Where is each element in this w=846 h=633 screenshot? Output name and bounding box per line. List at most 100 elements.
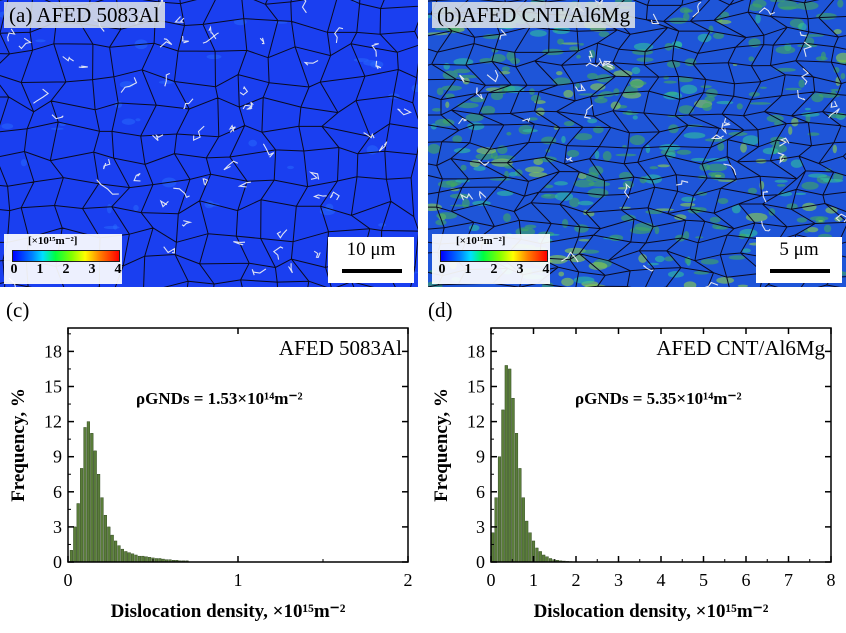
- map-speckle: [431, 107, 442, 112]
- colorbar-tick: 3: [516, 262, 524, 277]
- map-speckle: [684, 58, 697, 67]
- map-speckle: [674, 214, 687, 221]
- map-speckle: [452, 135, 463, 144]
- x-axis-label: Dislocation density, ×10¹⁵m⁻²: [534, 601, 769, 622]
- histogram-bar: [137, 555, 141, 563]
- colorbar-gradient: [12, 250, 120, 262]
- map-speckle: [622, 145, 627, 148]
- map-speckle: [700, 85, 712, 89]
- plot-frame: [490, 327, 832, 563]
- map-speckle: [796, 1, 819, 10]
- map-speckle: [645, 144, 651, 154]
- histogram-bar: [542, 554, 546, 563]
- map-speckle: [370, 60, 384, 69]
- map-speckle: [669, 17, 688, 24]
- map-speckle: [554, 191, 574, 201]
- histogram-bar: [124, 551, 128, 563]
- gnd-annotation: ρGNDs = 5.35×10¹⁴m⁻²: [575, 389, 742, 408]
- colorbar-unit: [×10¹⁵m⁻²]: [28, 235, 78, 247]
- y-axis-label: Frequency, %: [431, 388, 452, 502]
- map-speckle: [20, 159, 27, 167]
- map-speckle: [453, 68, 471, 74]
- map-speckle: [680, 84, 698, 95]
- map-speckle: [528, 172, 548, 178]
- map-speckle: [755, 13, 761, 24]
- map-speckle: [613, 70, 633, 77]
- y-tick-label: 9: [476, 447, 485, 467]
- map-speckle: [745, 212, 768, 222]
- x-tick-label: 5: [699, 570, 708, 590]
- map-speckle: [485, 87, 503, 92]
- map-speckle: [712, 32, 725, 40]
- map-speckle: [840, 72, 846, 80]
- histogram-bar: [127, 552, 131, 563]
- x-tick-label: 1: [529, 570, 538, 590]
- map-speckle: [577, 200, 594, 206]
- map-speckle: [578, 239, 591, 242]
- histogram-bar: [494, 497, 498, 563]
- map-speckle: [704, 95, 715, 103]
- map-speckle: [437, 180, 458, 188]
- y-tick-label: 3: [53, 517, 62, 537]
- map-speckle: [731, 204, 741, 214]
- map-speckle: [833, 67, 840, 74]
- x-tick-label: 2: [404, 570, 413, 590]
- map-speckle: [804, 107, 811, 111]
- map-speckle: [737, 284, 749, 287]
- map-speckle: [720, 11, 730, 19]
- map-speckle: [695, 236, 704, 239]
- histogram-bar: [107, 526, 111, 563]
- histogram-bar: [73, 526, 77, 563]
- histogram-bar: [141, 555, 145, 563]
- map-speckle: [503, 213, 511, 222]
- x-tick-label: 3: [614, 570, 623, 590]
- map-speckle: [133, 204, 139, 212]
- histogram-bar: [144, 556, 148, 563]
- map-speckle: [796, 217, 808, 223]
- x-tick-label: 0: [64, 570, 73, 590]
- histogram-bar: [511, 397, 515, 563]
- scale-bar: [770, 269, 830, 273]
- map-title: (a) AFED 5083Al: [4, 2, 165, 28]
- x-tick-label: 7: [784, 570, 793, 590]
- map-speckle: [473, 166, 486, 172]
- map-speckle: [561, 135, 566, 144]
- map-title: (b)AFED CNT/Al6Mg: [432, 2, 636, 28]
- map-speckle: [790, 159, 803, 168]
- y-tick-label: 15: [467, 377, 485, 397]
- histogram-bar: [100, 497, 104, 563]
- y-tick-label: 12: [467, 412, 485, 432]
- map-speckle: [538, 156, 557, 163]
- map-speckle: [461, 198, 470, 209]
- map-speckle: [587, 72, 598, 80]
- histogram-bar: [525, 520, 529, 563]
- map-speckle: [574, 224, 589, 233]
- map-speckle: [445, 101, 450, 109]
- map-speckle: [762, 147, 779, 155]
- histogram-bar: [508, 368, 512, 563]
- map-speckle: [121, 118, 136, 125]
- histogram-bar: [134, 554, 138, 563]
- map-speckle: [554, 181, 568, 186]
- map-speckle: [557, 38, 564, 45]
- map-speckle: [818, 220, 824, 223]
- map-speckle: [822, 178, 844, 183]
- colorbar-tick: 3: [88, 262, 96, 277]
- map-speckle: [794, 192, 807, 196]
- map-speckle: [489, 178, 512, 181]
- histogram-bar: [117, 545, 121, 563]
- map-speckle: [736, 103, 743, 110]
- histogram-bar: [120, 548, 124, 563]
- histogram-bar: [86, 421, 90, 563]
- map-speckle: [706, 163, 728, 172]
- map-speckle: [717, 197, 729, 205]
- map-speckle: [103, 225, 120, 230]
- map-speckle: [35, 39, 46, 43]
- histogram-bar: [528, 532, 532, 563]
- map-speckle: [742, 135, 760, 146]
- map-speckle: [530, 94, 541, 102]
- map-speckle: [206, 54, 222, 60]
- map-speckle: [699, 163, 711, 171]
- map-speckle: [522, 129, 538, 133]
